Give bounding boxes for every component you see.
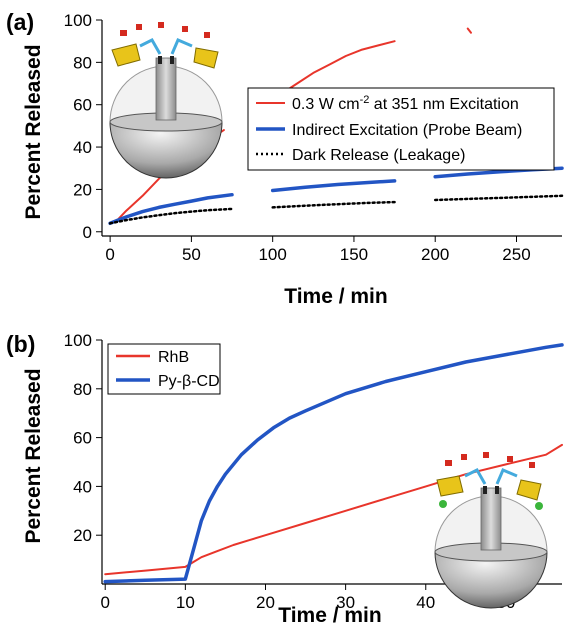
panel-a-axes: 0 50 100 150 200 250 0 20 40 60 80 100 [64, 11, 562, 264]
panel-a-series-1-segment-0 [108, 192, 234, 226]
panel-a-y-tick-label: 80 [73, 53, 92, 72]
panel-a-x-tick-label: 0 [105, 245, 114, 264]
legend-label-rhb: RhB [158, 349, 189, 366]
panel-a-series-1-segment-1 [270, 179, 397, 193]
panel-a-label: (a) [6, 9, 34, 35]
panel-a-x-tick-label: 150 [340, 245, 368, 264]
panel-a-y-tick-label: 0 [83, 223, 92, 242]
panel-b-x-tick-label: 20 [256, 593, 275, 612]
panel-a-series-0-segment-2 [466, 27, 472, 34]
panel-a-y-tick-label: 60 [73, 96, 92, 115]
panel-a-legend: 0.3 W cm-2 at 351 nm Excitation Indirect… [247, 87, 555, 171]
panel-b-x-axis-title: Time / min [278, 604, 381, 627]
panel-a-series-2-segment-1 [271, 200, 396, 209]
panel-a-legend-box [247, 87, 555, 171]
nanoparticle-illustration-b [434, 452, 548, 609]
panel-b-x-tick-label: 10 [176, 593, 195, 612]
legend-label-indirect: Indirect Excitation (Probe Beam) [292, 122, 522, 139]
panel-a-x-axis-title: Time / min [284, 285, 387, 308]
panel-b-series-1-segment-0 [103, 343, 564, 584]
panel-b-x-tick-label: 30 [336, 593, 355, 612]
legend-label-excitation: 0.3 W cm-2 at 351 nm Excitation [292, 94, 519, 113]
panel-a-y-tick-label: 40 [73, 138, 92, 157]
legend-label-py-cd: Py-β-CD [158, 373, 220, 390]
panel-a-y-tick-label: 100 [64, 11, 92, 30]
panel-a-x-tick-label: 100 [258, 245, 286, 264]
panel-b-legend-box [107, 343, 221, 395]
legend-label-dark: Dark Release (Leakage) [292, 147, 465, 164]
panel-a-y-axis-title: Percent Released [22, 44, 45, 219]
nanoparticle-illustration-a [109, 22, 223, 179]
panel-b-x-tick-label: 0 [100, 593, 109, 612]
panel-b-y-axis-title: Percent Released [22, 368, 45, 543]
panel-a-series-2-segment-0 [108, 207, 234, 225]
panel-b-y-tick-label: 60 [73, 429, 92, 448]
panel-b-y-tick-label: 100 [64, 331, 92, 350]
panel-a-x-tick-label: 250 [502, 245, 530, 264]
panel-b-y-tick-label: 80 [73, 380, 92, 399]
panel-b-chart: (b) 0102030405020406080100 Time / min Pe… [6, 331, 564, 627]
panel-b-y-tick-label: 40 [73, 477, 92, 496]
panel-b-label: (b) [6, 331, 35, 357]
panel-b-legend: RhB Py-β-CD [107, 343, 221, 395]
panel-a-y-tick-label: 20 [73, 180, 92, 199]
panel-a-chart: (a) 0 50 100 150 200 250 0 20 40 60 80 100 Time / m… [6, 9, 564, 308]
panel-a-series-2-segment-2 [433, 194, 564, 202]
panel-a-x-tick-label: 200 [421, 245, 449, 264]
panel-a-x-tick-label: 50 [182, 245, 201, 264]
panel-b-x-tick-label: 40 [416, 593, 435, 612]
panel-b-y-tick-label: 20 [73, 526, 92, 545]
